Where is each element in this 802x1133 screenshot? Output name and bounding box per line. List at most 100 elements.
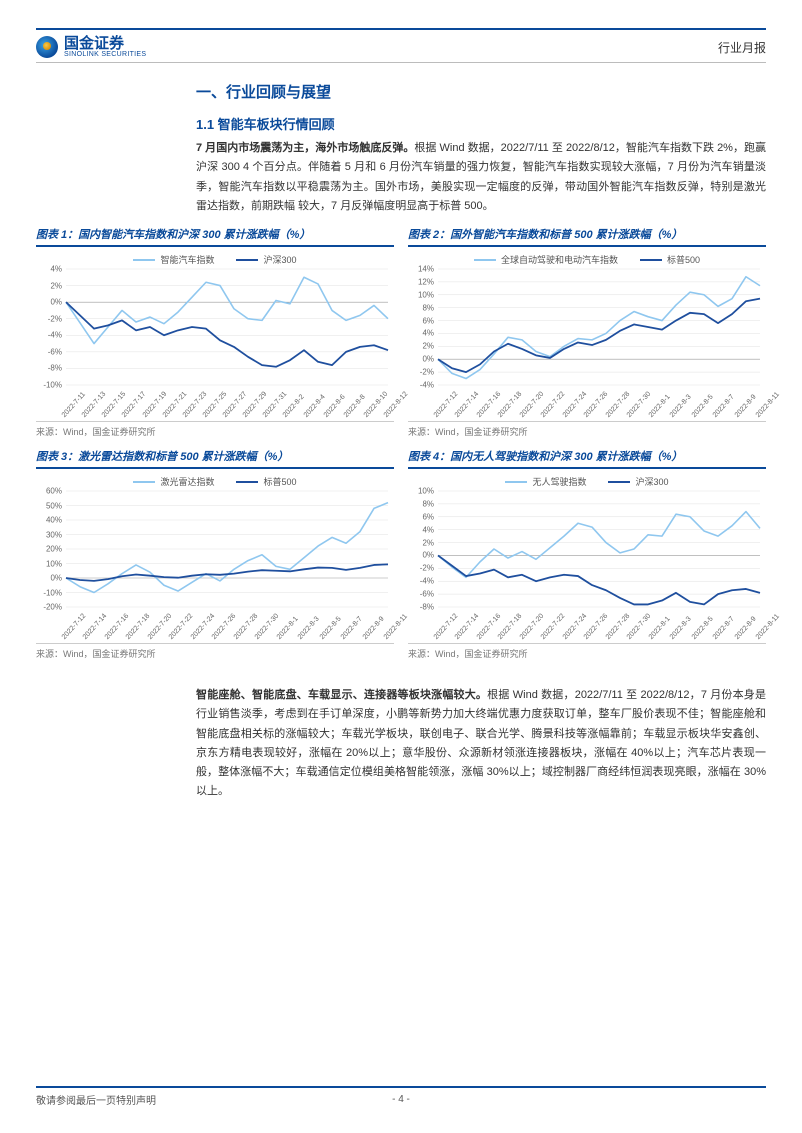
chart-4-area: 无人驾驶指数沪深30010%8%6%4%2%0%-2%-4%-6%-8%2022… xyxy=(408,473,766,641)
y-tick-label: 0% xyxy=(50,298,62,307)
brand-logo: 国金证券 SINOLINK SECURITIES xyxy=(36,36,146,58)
y-tick-label: 10% xyxy=(46,559,62,568)
x-axis-labels: 2022-7-112022-7-132022-7-152022-7-172022… xyxy=(66,385,388,419)
chart-4-title-bar: 图表 4：国内无人驾驶指数和沪深 300 累计涨跌幅（%） xyxy=(408,448,766,469)
legend-label: 沪深300 xyxy=(635,475,668,488)
chart-4-source: 来源：Wind，国金证券研究所 xyxy=(408,643,766,660)
footer-rule xyxy=(36,1086,766,1088)
y-tick-label: 14% xyxy=(418,265,434,274)
x-tick-label: 2022-8-5 xyxy=(690,393,714,419)
x-tick-label: 2022-8-1 xyxy=(647,615,671,641)
legend-swatch xyxy=(505,481,527,483)
paragraph-2-body: 根据 Wind 数据，2022/7/11 至 2022/8/12，7 月份本身是… xyxy=(196,689,766,797)
x-tick-label: 2022-8-7 xyxy=(712,393,736,419)
chart-1-title: 图表 1：国内智能汽车指数和沪深 300 累计涨跌幅（%） xyxy=(36,226,310,242)
header: 国金证券 SINOLINK SECURITIES 行业月报 xyxy=(36,36,766,62)
legend-item: 无人驾驶指数 xyxy=(505,475,586,488)
x-axis-labels: 2022-7-122022-7-142022-7-162022-7-182022… xyxy=(438,385,760,419)
chart-4: 图表 4：国内无人驾驶指数和沪深 300 累计涨跌幅（%） 无人驾驶指数 沪深30… xyxy=(408,448,766,660)
chart-2-area: 全球自动驾驶和电动汽车指数标普500 14%12%10%8%6%4%2%0%-2%… xyxy=(408,251,766,419)
chart-legend: 激光雷达指数 标普500 xyxy=(36,475,394,488)
legend-swatch xyxy=(236,481,258,483)
y-tick-label: -2% xyxy=(420,564,434,573)
legend-item: 沪深300 xyxy=(608,475,668,488)
y-tick-label: 30% xyxy=(46,530,62,539)
x-tick-label: 2022-8-3 xyxy=(669,615,693,641)
y-tick-label: 4% xyxy=(422,329,434,338)
y-tick-label: -10% xyxy=(43,588,62,597)
brand-name-en: SINOLINK SECURITIES xyxy=(64,51,146,58)
chart-1-source: 来源：Wind，国金证券研究所 xyxy=(36,421,394,438)
x-axis-labels: 2022-7-122022-7-142022-7-162022-7-182022… xyxy=(438,607,760,641)
x-tick-label: 2022-8-1 xyxy=(647,393,671,419)
legend-label: 激光雷达指数 xyxy=(160,475,214,488)
legend-label: 标普500 xyxy=(263,475,296,488)
brand-logo-text: 国金证券 SINOLINK SECURITIES xyxy=(64,36,146,58)
x-tick-label: 2022-8-9 xyxy=(733,393,757,419)
x-tick-label: 2022-8-3 xyxy=(669,393,693,419)
y-tick-label: -2% xyxy=(420,368,434,377)
chart-3-title: 图表 3：激光雷达指数和标普 500 累计涨跌幅（%） xyxy=(36,448,288,464)
charts-grid: 图表 1：国内智能汽车指数和沪深 300 累计涨跌幅（%） 智能汽车指数沪深30… xyxy=(36,226,766,660)
legend-swatch xyxy=(133,259,155,261)
chart-legend: 智能汽车指数 沪深300 xyxy=(36,253,394,266)
y-tick-label: 20% xyxy=(46,545,62,554)
y-tick-label: -20% xyxy=(43,603,62,612)
legend-swatch xyxy=(640,259,662,261)
x-axis-labels: 2022-7-122022-7-142022-7-162022-7-182022… xyxy=(66,607,388,641)
y-tick-label: 4% xyxy=(50,265,62,274)
x-tick-label: 2022-8-9 xyxy=(361,615,385,641)
y-axis-labels: 10%8%6%4%2%0%-2%-4%-6%-8% xyxy=(408,491,436,607)
y-tick-label: 8% xyxy=(422,499,434,508)
x-tick-label: 2022-8-11 xyxy=(383,613,409,641)
y-tick-label: 60% xyxy=(46,487,62,496)
y-tick-label: 0% xyxy=(50,574,62,583)
chart-1-area: 智能汽车指数沪深3004%2%0%-2%-4%-6%-8%-10%2022-7-… xyxy=(36,251,394,419)
legend-item: 标普500 xyxy=(236,475,296,488)
chart-2-source: 来源：Wind，国金证券研究所 xyxy=(408,421,766,438)
x-tick-label: 2022-8-3 xyxy=(297,615,321,641)
legend-item: 智能汽车指数 xyxy=(133,253,214,266)
legend-label: 沪深300 xyxy=(263,253,296,266)
y-tick-label: 40% xyxy=(46,516,62,525)
y-axis-labels: 60%50%40%30%20%10%0%-10%-20% xyxy=(36,491,64,607)
x-tick-label: 2022-8-7 xyxy=(712,615,736,641)
legend-label: 无人驾驶指数 xyxy=(532,475,586,488)
y-tick-label: 10% xyxy=(418,487,434,496)
x-tick-label: 2022-8-11 xyxy=(755,391,781,419)
x-tick-label: 2022-8-5 xyxy=(318,615,342,641)
content-2: 智能座舱、智能底盘、车载显示、连接器等板块涨幅较大。根据 Wind 数据，202… xyxy=(36,678,766,802)
chart-3: 图表 3：激光雷达指数和标普 500 累计涨跌幅（%） 激光雷达指数 标普500 6… xyxy=(36,448,394,660)
y-tick-label: -8% xyxy=(420,603,434,612)
plot-area xyxy=(66,491,388,607)
top-rule xyxy=(36,28,766,30)
brand-logo-icon xyxy=(36,36,58,58)
footer: 敬请参阅最后一页特别声明 - 4 - xyxy=(36,1086,766,1107)
doc-type: 行业月报 xyxy=(718,39,766,56)
y-tick-label: 8% xyxy=(422,303,434,312)
legend-swatch xyxy=(608,481,630,483)
legend-item: 标普500 xyxy=(640,253,700,266)
y-tick-label: -6% xyxy=(420,590,434,599)
legend-label: 标普500 xyxy=(667,253,700,266)
legend-swatch xyxy=(474,259,496,261)
paragraph-1-lead: 7 月国内市场震荡为主，海外市场触底反弹。 xyxy=(196,142,414,154)
y-tick-label: 50% xyxy=(46,501,62,510)
chart-2-title-bar: 图表 2：国外智能汽车指数和标普 500 累计涨跌幅（%） xyxy=(408,226,766,247)
x-tick-label: 2022-8-9 xyxy=(733,615,757,641)
chart-4-title: 图表 4：国内无人驾驶指数和沪深 300 累计涨跌幅（%） xyxy=(408,448,682,464)
chart-1: 图表 1：国内智能汽车指数和沪深 300 累计涨跌幅（%） 智能汽车指数 沪深30… xyxy=(36,226,394,438)
chart-legend: 全球自动驾驶和电动汽车指数标普500 xyxy=(408,253,766,266)
legend-swatch xyxy=(133,481,155,483)
page-number: - 4 - xyxy=(156,1094,646,1105)
x-tick-label: 2022-8-1 xyxy=(275,615,299,641)
paragraph-2-lead: 智能座舱、智能底盘、车载显示、连接器等板块涨幅较大。 xyxy=(196,689,487,701)
y-axis-labels: 14%12%10%8%6%4%2%0%-2%-4% xyxy=(408,269,436,385)
y-tick-label: -10% xyxy=(43,381,62,390)
plot-area xyxy=(438,491,760,607)
footer-row: 敬请参阅最后一页特别声明 - 4 - xyxy=(36,1092,766,1107)
y-tick-label: -8% xyxy=(48,364,62,373)
section-heading: 一、行业回顾与展望 xyxy=(196,81,766,102)
legend-swatch xyxy=(236,259,258,261)
chart-1-title-bar: 图表 1：国内智能汽车指数和沪深 300 累计涨跌幅（%） xyxy=(36,226,394,247)
